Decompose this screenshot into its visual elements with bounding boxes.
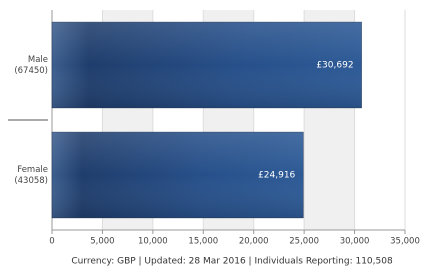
x-tick-label: 30,000 (340, 237, 370, 247)
y-tick-label: (43058) (14, 176, 48, 186)
y-tick-label: Male (28, 55, 48, 65)
bar-shade (52, 132, 304, 218)
y-tick-label: Female (17, 165, 48, 175)
data-label: £30,692 (316, 61, 353, 71)
x-tick-label: 35,000 (390, 237, 420, 247)
data-label: £24,916 (258, 171, 295, 181)
footer: Currency: GBP | Updated: 28 Mar 2016 | I… (71, 257, 393, 267)
x-tick-label: 25,000 (289, 237, 319, 247)
x-tick-label: 0 (49, 237, 54, 247)
y-tick-label: (67450) (14, 66, 48, 76)
x-tick-label: 20,000 (239, 237, 269, 247)
x-tick-label: 15,000 (188, 237, 218, 247)
x-tick-label: 5,000 (90, 237, 114, 247)
x-tick-label: 10,000 (138, 237, 168, 247)
bar-shade (52, 22, 362, 108)
